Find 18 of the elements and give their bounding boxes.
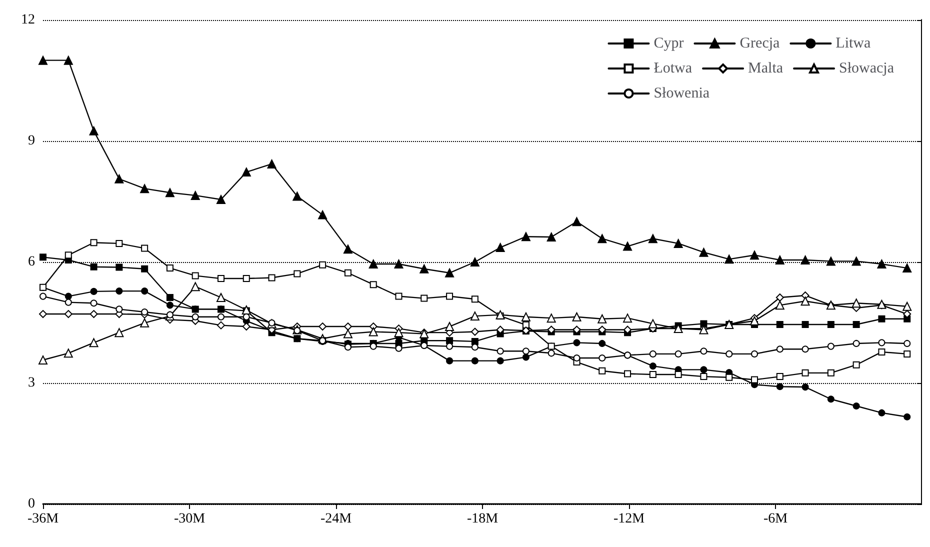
legend-label: Słowacja <box>839 60 894 76</box>
y-tick-label: 0 <box>28 496 35 512</box>
y-tick-label: 9 <box>28 134 35 148</box>
x-tick-label: -6M <box>763 512 788 526</box>
legend-label: Malta <box>748 60 784 76</box>
x-tick-label: -36M <box>27 512 60 526</box>
legend-label: Łotwa <box>654 60 692 76</box>
y-tick-label: 3 <box>28 376 35 390</box>
legend-label: Słowenia <box>654 86 710 102</box>
x-tick-label: -18M <box>466 512 499 526</box>
legend-label: Cypr <box>654 36 684 52</box>
legend-label: Grecja <box>740 36 780 52</box>
y-tick-label: 6 <box>28 254 35 270</box>
legend-label: Litwa <box>836 36 872 52</box>
y-tick-label: 12 <box>21 12 35 28</box>
x-tick-label: -30M <box>174 512 206 526</box>
x-tick-label: -12M <box>613 512 646 526</box>
x-tick-label: -24M <box>320 512 352 526</box>
